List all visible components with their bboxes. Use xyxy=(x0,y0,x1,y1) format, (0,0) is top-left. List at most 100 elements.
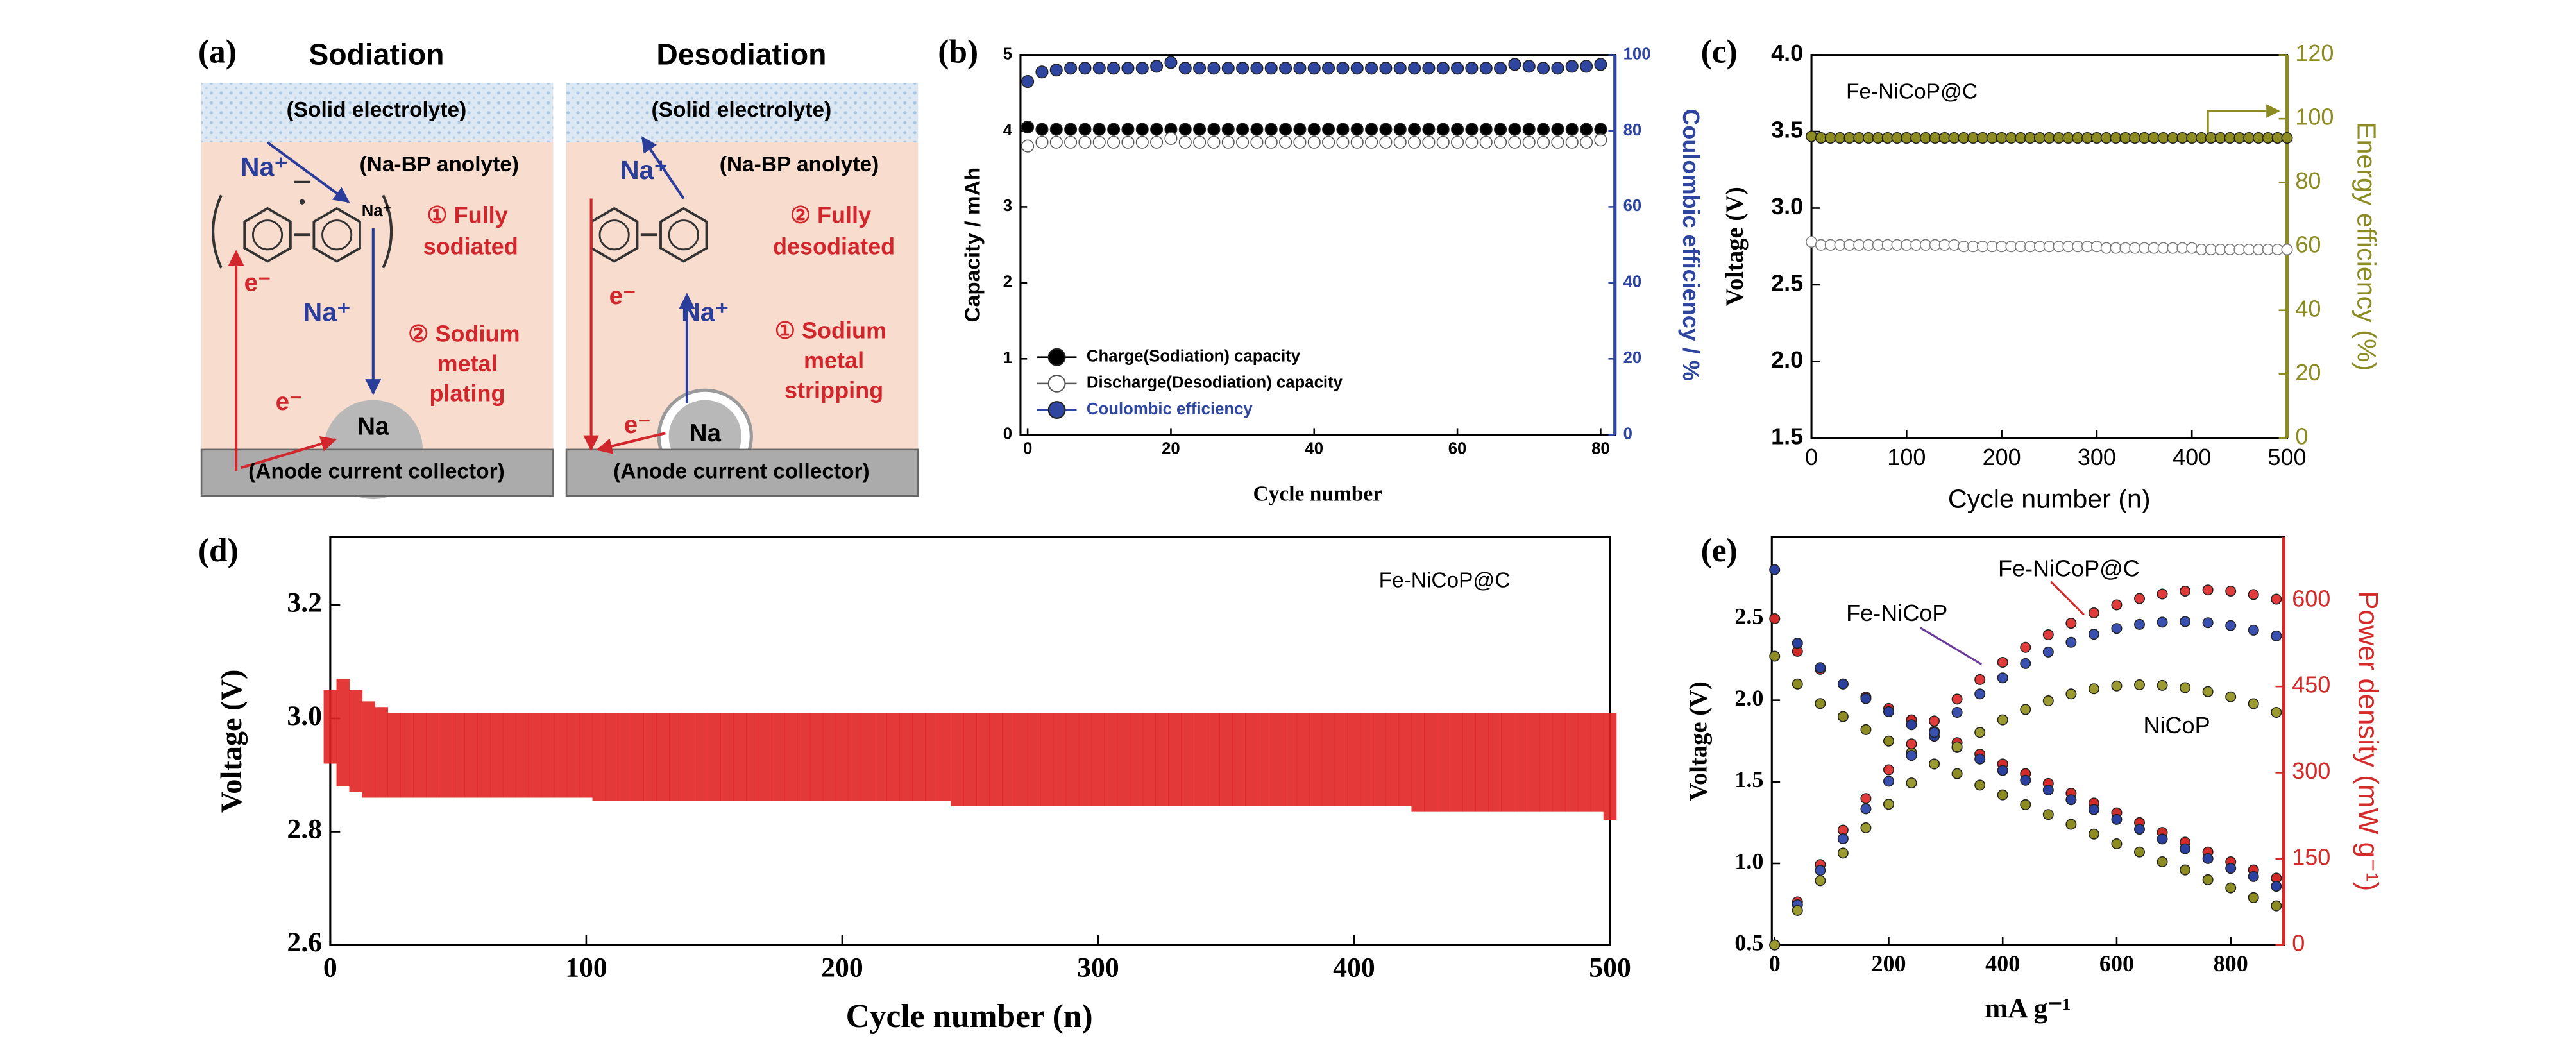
ring-inner xyxy=(598,219,630,251)
marker xyxy=(2020,658,2031,669)
marker xyxy=(2020,704,2031,715)
metal: Na xyxy=(690,420,722,447)
marker xyxy=(2088,828,2099,840)
marker xyxy=(1997,789,2008,801)
marker xyxy=(2020,799,2031,810)
marker xyxy=(1408,62,1421,75)
y2-tick-label: 60 xyxy=(2295,232,2321,258)
marker xyxy=(2088,804,2099,815)
y2-axis-label: Power density (mW g⁻¹) xyxy=(2352,591,2384,891)
marker xyxy=(1150,60,1164,73)
x-tick-label: 0 xyxy=(1805,444,1818,470)
marker xyxy=(2033,132,2046,144)
ring-inner xyxy=(668,219,699,251)
legend-label: Charge(Sodiation) capacity xyxy=(1087,347,1301,365)
marker xyxy=(2111,623,2123,634)
y-tick-label: 5 xyxy=(1003,45,1012,63)
marker xyxy=(1221,62,1235,75)
marker xyxy=(2157,242,2169,254)
x-tick-label: 300 xyxy=(1077,953,1119,983)
x-tick-label: 200 xyxy=(1983,444,2021,470)
marker xyxy=(2202,874,2214,885)
ion: Na⁺ xyxy=(681,298,729,327)
marker xyxy=(1891,132,1903,144)
marker xyxy=(1843,239,1856,251)
y-tick-label: 3.5 xyxy=(1771,117,1803,143)
marker xyxy=(2088,629,2099,640)
marker xyxy=(1883,764,1894,776)
marker xyxy=(1307,62,1321,75)
marker xyxy=(1834,239,1846,251)
marker xyxy=(1863,239,1875,251)
legend-marker xyxy=(1047,348,1066,366)
marker xyxy=(1250,123,1264,136)
marker xyxy=(1938,132,1951,144)
marker xyxy=(1408,135,1421,149)
marker xyxy=(1565,135,1579,149)
marker xyxy=(1078,135,1092,149)
collector xyxy=(200,448,554,497)
marker xyxy=(1064,135,1078,149)
marker xyxy=(1379,62,1393,75)
marker xyxy=(2186,132,2198,144)
y-tick-label: 1.0 xyxy=(1734,848,1763,874)
marker xyxy=(2248,870,2259,882)
marker xyxy=(2243,132,2255,144)
marker xyxy=(1891,239,1903,251)
marker xyxy=(1967,241,1979,253)
marker xyxy=(1365,62,1378,75)
y-axis-label: Voltage (V) xyxy=(216,670,248,813)
marker xyxy=(2248,892,2259,903)
marker xyxy=(1350,135,1364,149)
x-tick-label: 300 xyxy=(2078,444,2116,470)
marker xyxy=(1551,123,1564,136)
marker xyxy=(2129,242,2141,254)
marker xyxy=(1150,123,1164,136)
marker xyxy=(1250,62,1264,75)
marker xyxy=(1951,768,1963,779)
marker xyxy=(2271,132,2284,144)
marker xyxy=(1958,132,1970,144)
marker xyxy=(2224,132,2236,144)
marker xyxy=(2225,863,2237,874)
marker xyxy=(1997,765,2008,776)
arrow xyxy=(596,432,666,454)
ring xyxy=(312,207,361,263)
marker xyxy=(1967,132,1979,144)
marker xyxy=(1522,60,1536,73)
marker xyxy=(1422,123,1436,136)
curve-label: Fe-NiCoP@C xyxy=(1998,555,2140,581)
marker xyxy=(2167,242,2179,254)
marker xyxy=(1121,135,1135,149)
marker xyxy=(2005,241,2017,253)
y-tick-label: 1.5 xyxy=(1771,423,1803,449)
marker xyxy=(1883,735,1894,747)
marker xyxy=(1035,123,1049,136)
marker xyxy=(1279,62,1292,75)
x-tick-label: 200 xyxy=(821,953,863,983)
marker xyxy=(1021,74,1035,89)
marker xyxy=(1580,123,1593,136)
marker xyxy=(2072,241,2084,253)
marker xyxy=(1872,132,1884,144)
step: ① Fully xyxy=(427,201,507,228)
label: (Na-BP anolyte) xyxy=(720,153,879,176)
marker xyxy=(1307,135,1321,149)
marker xyxy=(1901,239,1913,251)
step: sodiated xyxy=(423,233,518,259)
y-axis-label: Voltage (V) xyxy=(1722,187,1749,306)
marker xyxy=(2202,584,2214,596)
marker xyxy=(1837,847,1849,859)
marker xyxy=(2119,242,2131,254)
electron: e⁻ xyxy=(609,282,636,310)
marker xyxy=(1207,123,1221,136)
marker xyxy=(2157,679,2168,691)
y-tick-label: 3.0 xyxy=(287,700,322,731)
y2-tick-label: 20 xyxy=(2295,359,2321,386)
step: ① Sodium xyxy=(775,318,886,344)
marker xyxy=(2180,682,2191,693)
marker xyxy=(1279,135,1292,149)
marker xyxy=(1594,123,1607,136)
marker xyxy=(2062,241,2074,253)
marker xyxy=(1135,123,1149,136)
